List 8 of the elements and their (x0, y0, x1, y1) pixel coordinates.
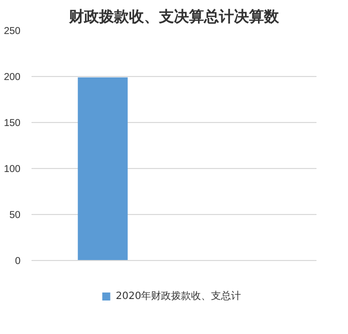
y-tick-label: 50 (9, 210, 21, 221)
y-tick-label: 100 (4, 164, 21, 175)
y-tick-label: 200 (4, 72, 21, 83)
legend-label: 2020年财政拨款收、支总计 (116, 290, 242, 303)
y-tick-label: 0 (14, 256, 21, 267)
y-tick-label: 250 (4, 26, 21, 37)
y-tick-label: 150 (4, 118, 21, 129)
chart-title: 财政拨款收、支决算总计决算数 (68, 8, 280, 26)
